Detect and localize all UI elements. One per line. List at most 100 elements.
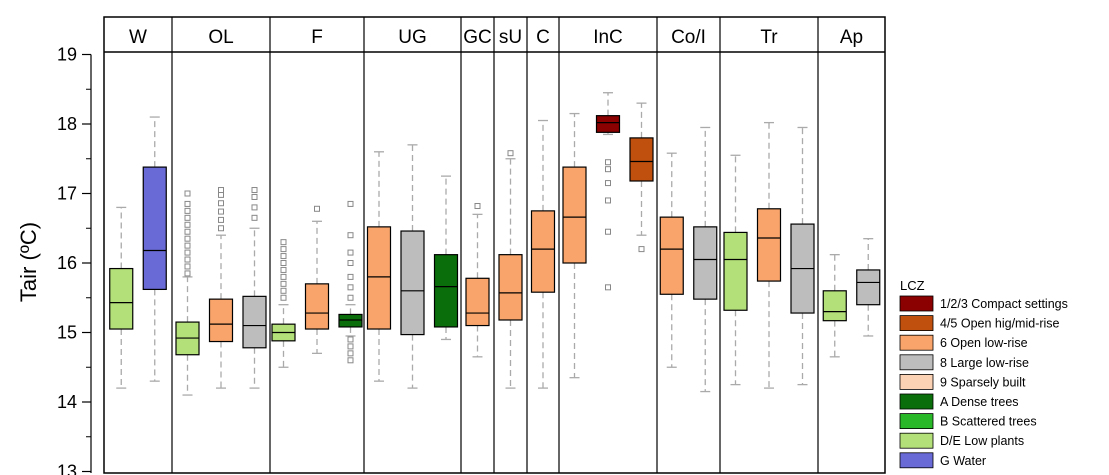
box-iqr: [400, 230, 425, 336]
outlier-point: [218, 208, 224, 215]
outlier-point: [184, 235, 191, 242]
outlier-point: [347, 232, 354, 239]
legend-label: 6 Open low-rise: [940, 336, 1028, 350]
box-plot-item: [595, 92, 621, 291]
box-plot-item: [271, 239, 296, 368]
y-tick-label: 14: [57, 392, 77, 412]
outlier-point: [184, 207, 191, 214]
box-iqr: [822, 290, 847, 322]
box-iqr: [530, 210, 556, 293]
box-plot-item: [242, 187, 267, 389]
outlier-point: [347, 260, 354, 266]
outlier-point: [184, 270, 191, 277]
box-plot-item: [790, 126, 815, 386]
box-iqr: [304, 283, 330, 330]
outlier-point: [251, 214, 258, 221]
outlier-point: [474, 203, 481, 210]
box-plot-item: [109, 206, 134, 389]
legend-item: G Water: [899, 452, 986, 469]
box-iqr: [756, 208, 782, 282]
box-plot-item: [756, 121, 782, 389]
legend-swatch: [899, 373, 934, 390]
y-tick-label: 13: [57, 462, 77, 475]
legend-swatch: [899, 295, 934, 312]
y-tick-label: 19: [57, 45, 77, 65]
y-tick-label: 15: [57, 323, 77, 343]
outlier-point: [218, 200, 224, 207]
region-label: OL: [208, 27, 233, 48]
legend-label: 9 Sparsely built: [940, 375, 1026, 389]
outlier-point: [280, 266, 287, 273]
outlier-point: [605, 284, 611, 291]
box-plot-item: [465, 203, 490, 358]
box-iqr: [856, 269, 881, 306]
legend-item: A Dense trees: [899, 393, 1019, 410]
y-tick-label: 17: [57, 184, 77, 204]
outlier-point: [347, 343, 354, 350]
outlier-point: [280, 294, 287, 301]
region-label: sU: [499, 27, 522, 48]
outlier-point: [184, 228, 191, 235]
outlier-point: [280, 280, 287, 287]
box-iqr: [723, 231, 748, 311]
legend-item: 9 Sparsely built: [899, 373, 1026, 390]
outlier-point: [507, 150, 514, 157]
outlier-point: [347, 284, 354, 291]
outlier-point: [184, 256, 191, 263]
region-label: W: [129, 27, 147, 48]
legend-swatch: [899, 334, 934, 351]
legend-title: LCZ: [900, 278, 925, 293]
legend-label: 8 Large low-rise: [940, 356, 1029, 370]
box-iqr: [433, 254, 459, 328]
outlier-point: [280, 253, 287, 260]
outlier-point: [605, 180, 611, 187]
region-label: F: [311, 27, 323, 48]
outlier-point: [605, 197, 611, 204]
legend-label: G Water: [940, 454, 986, 468]
legend-label: D/E Low plants: [940, 434, 1024, 448]
outlier-point: [184, 242, 191, 249]
box-plot-item: [208, 187, 234, 389]
region-label: GC: [463, 27, 492, 48]
box-plot-item: [366, 151, 392, 382]
y-tick-label: 18: [57, 114, 77, 134]
box-plot-item: [723, 154, 748, 386]
legend-item: D/E Low plants: [899, 432, 1024, 449]
outlier-point: [251, 193, 258, 200]
legend-item: 6 Open low-rise: [899, 334, 1028, 351]
box-iqr: [338, 313, 363, 328]
box-plot-item: [530, 119, 556, 389]
box-plot-item: [433, 175, 459, 341]
box-iqr: [498, 254, 523, 321]
legend-swatch: [899, 452, 934, 469]
box-iqr: [242, 295, 267, 349]
outlier-point: [347, 273, 354, 280]
legend-swatch: [899, 354, 934, 371]
outlier-point: [347, 357, 354, 364]
box-iqr: [465, 277, 490, 327]
box-plot-item: [400, 144, 425, 389]
region-label: UG: [398, 27, 427, 48]
box-plot-item: [142, 116, 167, 382]
outlier-point: [347, 294, 354, 301]
outlier-point: [184, 190, 191, 197]
outlier-point: [347, 200, 354, 207]
outlier-point: [218, 191, 224, 198]
box-plot-item: [175, 190, 200, 396]
outlier-point: [184, 263, 191, 270]
region-label: C: [536, 27, 550, 48]
legend-label: 1/2/3 Compact settings: [940, 297, 1068, 311]
box-plot-item: [498, 150, 523, 389]
box-plot-item: [856, 238, 881, 337]
outlier-point: [314, 205, 320, 212]
outlier-point: [184, 200, 191, 207]
outlier-point: [280, 246, 287, 253]
box-iqr: [109, 267, 134, 330]
box-plot-item: [629, 102, 654, 253]
outlier-point: [251, 204, 258, 211]
legend-label: B Scattered trees: [940, 415, 1037, 429]
legend-item: B Scattered trees: [899, 413, 1037, 430]
outlier-point: [638, 246, 645, 253]
legend-item: 1/2/3 Compact settings: [899, 295, 1068, 312]
